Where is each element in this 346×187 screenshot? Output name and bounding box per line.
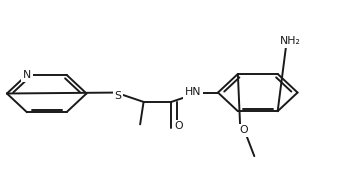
Text: NH₂: NH₂ — [280, 36, 301, 46]
Text: S: S — [114, 91, 121, 101]
Text: N: N — [23, 70, 31, 80]
Text: HN: HN — [184, 87, 201, 97]
Text: O: O — [175, 121, 183, 131]
Text: O: O — [239, 125, 247, 135]
